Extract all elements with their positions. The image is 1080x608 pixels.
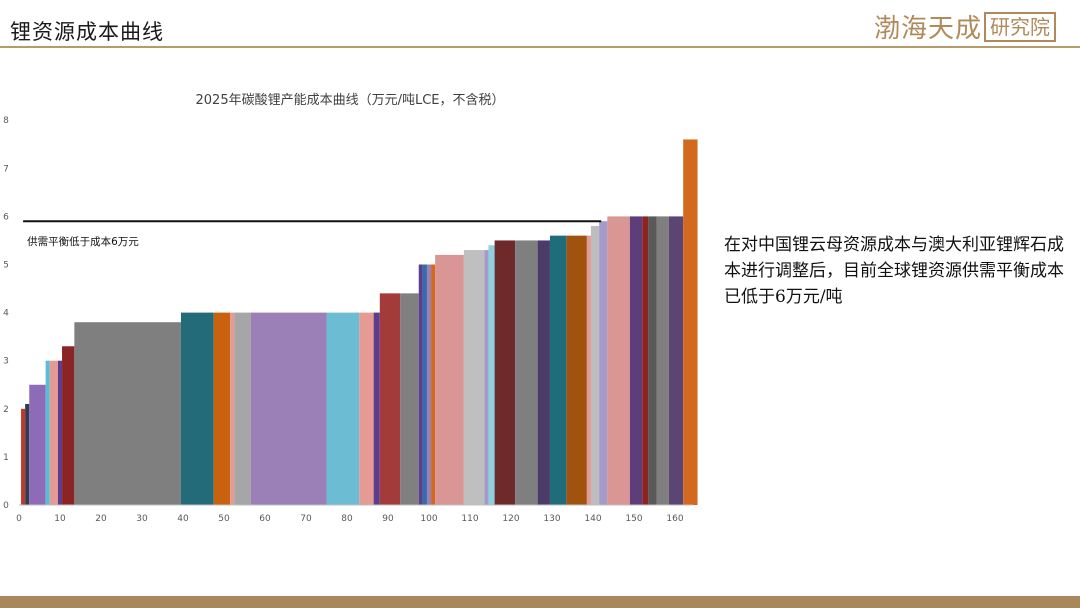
cost-curve-chart: 2025年碳酸锂产能成本曲线（万元/吨LCE，不含税） 0 1 2 3 4 5 6 7 8 0 1… [3,92,698,524]
cost-segment-16 [379,293,401,505]
y-axis-ticks: 0 1 2 3 4 5 6 7 8 [3,116,9,511]
cost-segment-25 [488,245,495,505]
cost-segment-32 [590,226,600,505]
cost-segment-15 [373,312,380,505]
cost-segment-33 [599,221,608,505]
cost-segment-0 [21,408,26,505]
x-tick-label: 30 [136,514,148,524]
y-tick-label: 4 [3,309,9,319]
cost-segment-37 [648,216,657,505]
cost-segment-1 [25,403,30,505]
cost-segment-38 [656,216,669,505]
cost-segment-29 [549,235,567,505]
cost-segment-3 [45,360,50,505]
y-tick-label: 7 [3,164,9,174]
x-tick-label: 90 [382,514,394,524]
cost-segment-34 [607,216,630,505]
cost-segment-28 [537,240,550,505]
cost-segment-18 [418,264,423,505]
cost-segment-4 [49,360,58,505]
x-tick-label: 70 [300,514,312,524]
cost-segment-19 [422,264,427,505]
x-tick-label: 40 [177,514,189,524]
y-tick-label: 2 [3,405,9,415]
cost-segment-14 [359,312,374,505]
cost-segment-39 [668,216,684,505]
logo-badge: 研究院 [984,11,1056,42]
cost-segment-36 [642,216,649,505]
cost-segment-12 [250,312,327,505]
logo-wordmark: 渤海天成 [873,14,982,44]
cost-segment-11 [234,312,251,505]
x-tick-label: 100 [420,514,437,524]
x-tick-label: 20 [95,514,107,524]
balance-line-label: 供需平衡低于成本6万元 [27,235,139,248]
chart-title: 2025年碳酸锂产能成本曲线（万元/吨LCE，不含税） [196,92,505,108]
x-tick-label: 120 [502,514,519,524]
page-title: 锂资源成本曲线 [10,20,164,44]
cost-segment-7 [74,322,181,505]
cost-segment-35 [629,216,643,505]
cost-segment-31 [586,235,591,505]
y-tick-label: 8 [3,116,9,126]
cost-segment-30 [566,235,587,505]
cost-segment-2 [29,384,46,505]
cost-segment-23 [463,250,485,505]
footer-bar [0,596,1080,608]
cost-segment-9 [213,312,231,505]
cost-segment-27 [515,240,538,505]
cost-segment-8 [180,312,214,505]
cost-segments [21,139,698,505]
cost-segment-13 [326,312,360,505]
x-tick-label: 130 [543,514,560,524]
x-tick-label: 160 [666,514,683,524]
cost-segment-26 [494,240,516,505]
y-tick-label: 3 [3,357,9,367]
cost-segment-20 [426,264,432,505]
x-tick-label: 0 [16,514,22,524]
cost-segment-40 [683,139,698,505]
y-tick-label: 5 [3,261,9,271]
header-divider [0,46,1080,48]
y-tick-label: 1 [3,453,9,463]
cost-segment-21 [431,264,436,505]
cost-segment-24 [484,250,489,505]
x-tick-label: 110 [461,514,478,524]
cost-segment-17 [400,293,419,505]
cost-segment-5 [57,360,63,505]
cost-segment-6 [62,346,75,505]
y-tick-label: 6 [3,212,9,222]
y-tick-label: 0 [3,501,9,511]
x-tick-label: 140 [584,514,601,524]
cost-segment-10 [230,312,235,505]
x-tick-label: 50 [218,514,230,524]
x-tick-label: 150 [625,514,642,524]
x-tick-label: 10 [54,514,66,524]
x-tick-label: 60 [259,514,271,524]
x-tick-label: 80 [341,514,353,524]
x-axis-ticks: 0 10 20 30 40 50 60 70 80 90 100 110 120 130 140 150 160 [16,514,684,524]
analysis-note: 在对中国锂云母资源成本与澳大利亚锂辉石成本进行调整后，目前全球锂资源供需平衡成本… [724,235,1064,307]
company-logo: 渤海天成 研究院 [874,8,1056,45]
cost-segment-22 [435,254,464,505]
